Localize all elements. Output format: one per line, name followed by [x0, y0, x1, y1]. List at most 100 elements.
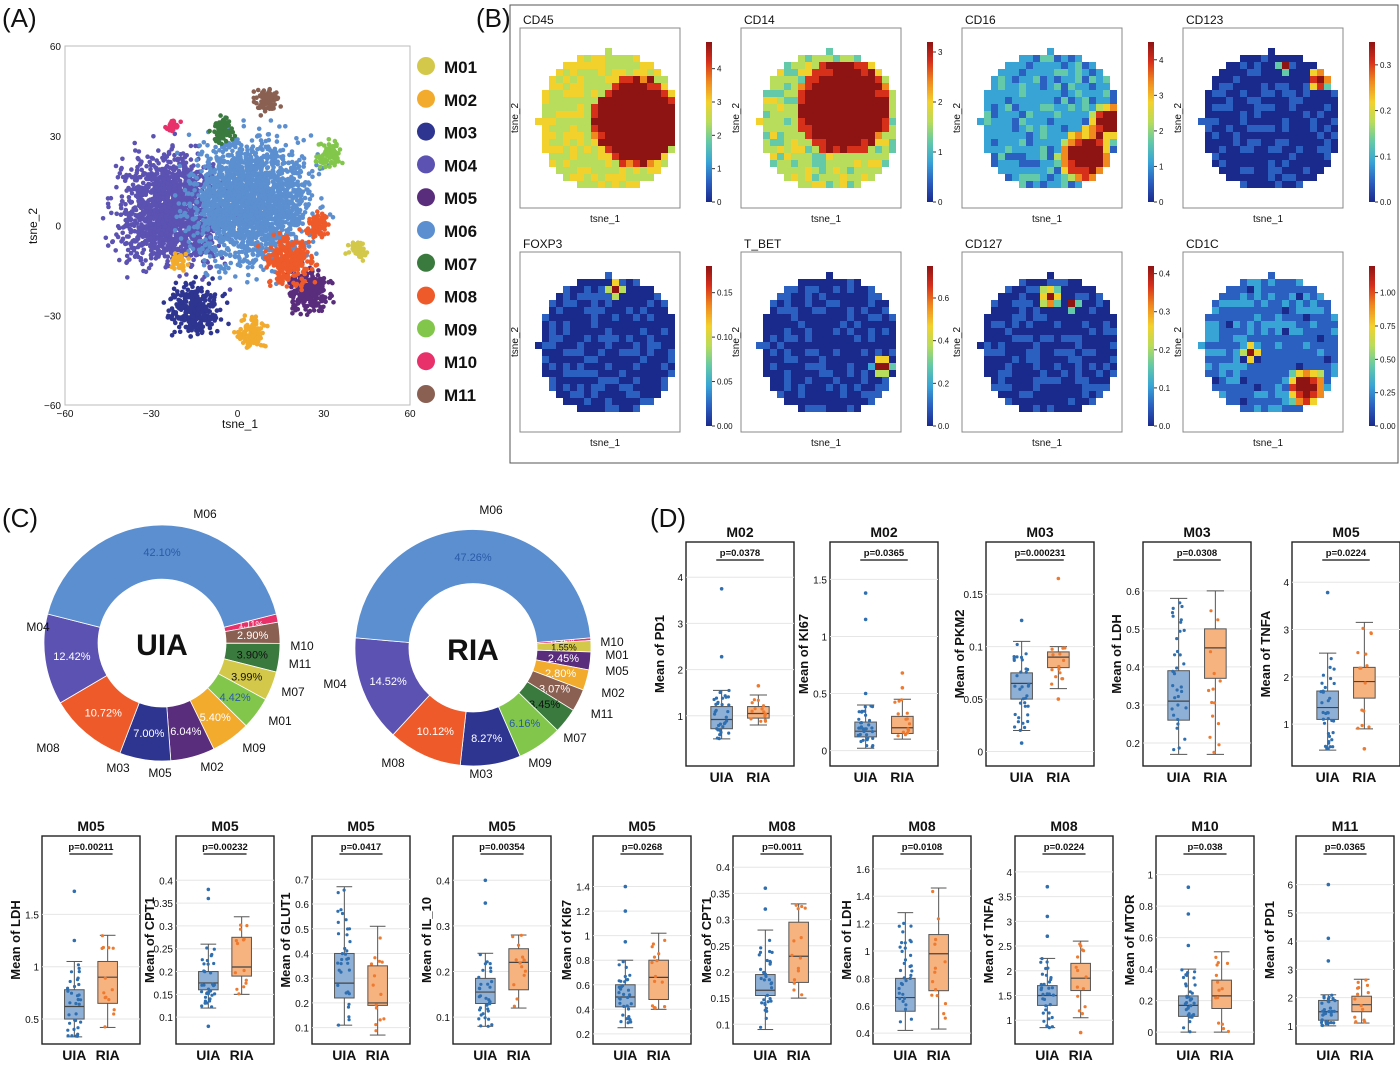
tsne-point-m06 [319, 196, 324, 201]
tsne-point-m04 [131, 247, 137, 253]
tsne-point-m02 [238, 331, 243, 336]
tsne-point-m06 [253, 187, 259, 193]
tsne-point-m04 [184, 153, 189, 158]
tsne-point-m06 [270, 216, 276, 222]
tsne-point-m11 [255, 105, 261, 111]
tsne-point-m07 [229, 136, 235, 142]
tsne-point-m06 [307, 189, 312, 195]
tsne-point-m06 [245, 225, 250, 230]
tsne-point-m04 [132, 140, 137, 146]
tsne-x-tick: 60 [404, 409, 416, 420]
tsne-point-m06 [274, 160, 280, 166]
tsne-point-m06 [258, 230, 264, 236]
tsne-point-m05 [303, 307, 308, 312]
tsne-point-m06 [308, 133, 314, 138]
tsne-point-m06 [221, 209, 227, 215]
tsne-point-m05 [303, 290, 308, 296]
panel-label-b: (B) [476, 3, 511, 33]
tsne-point-m04 [167, 201, 173, 207]
tsne-point-m06 [249, 138, 255, 143]
tsne-point-m06 [318, 205, 323, 211]
tsne-point-m06 [220, 154, 226, 159]
tsne-point-m07 [219, 141, 224, 147]
tsne-point-m03 [200, 315, 206, 320]
legend-label-m06: M06 [444, 222, 477, 241]
tsne-point-m09 [326, 137, 332, 142]
tsne-point-m03 [206, 309, 212, 315]
tsne-point-m06 [277, 124, 282, 129]
tsne-point-m02 [242, 335, 248, 341]
tsne-point-m06 [250, 264, 255, 270]
tsne-point-m06 [271, 184, 277, 189]
tsne-point-m04 [183, 164, 188, 170]
tsne-point-m08 [300, 262, 305, 267]
tsne-point-m06 [293, 166, 299, 172]
tsne-point-m06 [280, 176, 286, 181]
tsne-point-m06 [301, 137, 307, 143]
tsne-point-m04 [158, 206, 164, 212]
tsne-point-m06 [245, 205, 250, 211]
tsne-point-m06 [207, 194, 213, 199]
tsne-point-m03 [168, 296, 173, 302]
tsne-point-m04 [155, 228, 161, 234]
tsne-point-m03 [190, 318, 196, 324]
tsne-point-m04 [154, 158, 159, 163]
tsne-point-m06 [241, 235, 247, 241]
tsne-point-m05 [323, 299, 328, 305]
tsne-point-m03 [193, 274, 198, 280]
tsne-point-m06 [274, 133, 280, 139]
tsne-point-m06 [227, 181, 233, 187]
tsne-point-m06 [206, 156, 212, 162]
tsne-point-m08 [312, 279, 318, 285]
tsne-point-m04 [153, 181, 158, 186]
tsne-point-m01 [358, 254, 363, 260]
tsne-point-m06 [262, 206, 267, 211]
tsne-point-m04 [134, 170, 139, 176]
tsne-y-tick: 60 [50, 42, 62, 53]
tsne-point-m04 [129, 167, 134, 172]
tsne-point-m06 [269, 160, 274, 165]
tsne-point-m06 [310, 239, 316, 244]
tsne-point-m06 [269, 221, 275, 227]
tsne-point-m06 [258, 161, 264, 167]
tsne-point-m09 [333, 142, 339, 148]
tsne-point-m06 [218, 252, 224, 258]
tsne-point-m06 [263, 223, 269, 229]
tsne-point-m06 [281, 215, 286, 220]
tsne-point-m03 [201, 293, 206, 299]
tsne-point-m05 [309, 297, 315, 303]
tsne-point-m03 [189, 303, 194, 309]
legend-swatch-m03 [417, 122, 435, 141]
tsne-point-m06 [237, 193, 242, 198]
tsne-point-m11 [258, 113, 264, 118]
tsne-x-axis-label: tsne_1 [222, 417, 258, 431]
tsne-point-m02 [241, 317, 247, 323]
tsne-point-m08 [294, 239, 300, 245]
tsne-point-m04 [119, 194, 125, 199]
tsne-point-m04 [207, 264, 212, 270]
tsne-point-m04 [184, 272, 189, 277]
tsne-point-m06 [198, 250, 203, 256]
tsne-point-m04 [144, 176, 149, 181]
tsne-point-m04 [120, 230, 125, 236]
tsne-point-m06 [250, 149, 255, 154]
tsne-point-m04 [124, 172, 129, 178]
tsne-point-m06 [262, 236, 268, 241]
tsne-point-m03 [176, 324, 182, 330]
tsne-point-m09 [324, 158, 330, 163]
tsne-point-m03 [175, 289, 180, 294]
tsne-point-m03 [181, 285, 187, 290]
tsne-point-m04 [170, 239, 175, 244]
tsne-point-m08 [295, 247, 300, 253]
tsne-point-m04 [137, 217, 143, 223]
tsne-point-m08 [280, 279, 286, 284]
tsne-point-m06 [285, 191, 291, 197]
legend-label-m02: M02 [444, 91, 477, 110]
tsne-point-m04 [159, 236, 164, 241]
tsne-point-m04 [126, 214, 132, 219]
tsne-point-m06 [222, 159, 228, 164]
tsne-point-m10 [163, 124, 168, 130]
tsne-point-m06 [254, 277, 259, 282]
tsne-point-m06 [247, 156, 252, 162]
tsne-point-m06 [199, 197, 205, 202]
